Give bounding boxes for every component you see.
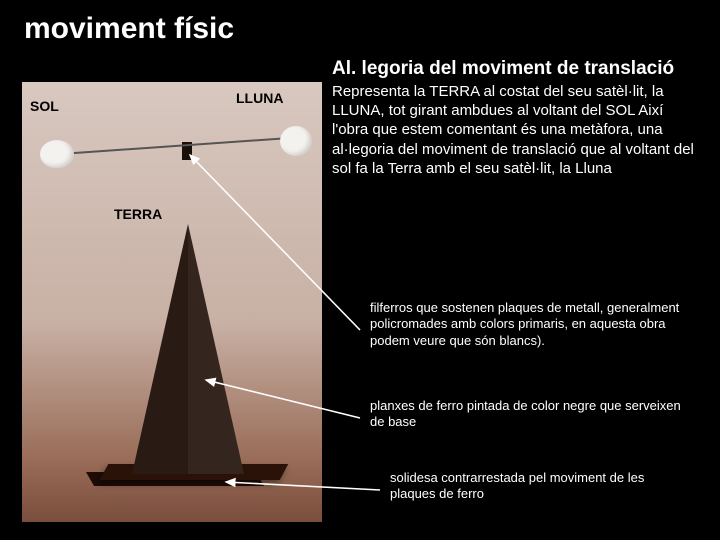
callout-base: planxes de ferro pintada de color negre … (370, 398, 690, 431)
label-lluna: LLUNA (236, 90, 283, 106)
callout-solidity: solidesa contrarrestada pel moviment de … (390, 470, 690, 503)
sculpture-pyramid (132, 224, 244, 474)
sculpture-disc-right (280, 126, 312, 156)
slide-body: Representa la TERRA al costat del seu sa… (332, 82, 702, 178)
slide-subtitle: Al. legoria del moviment de translació (332, 58, 674, 80)
slide-title: moviment físic (24, 12, 234, 46)
label-terra: TERRA (114, 206, 162, 222)
callout-wires: filferros que sostenen plaques de metall… (370, 300, 690, 349)
sculpture-disc-left (40, 140, 74, 168)
sculpture-crossbar (46, 136, 309, 156)
sculpture-image (22, 82, 322, 522)
label-sol: SOL (30, 98, 59, 114)
